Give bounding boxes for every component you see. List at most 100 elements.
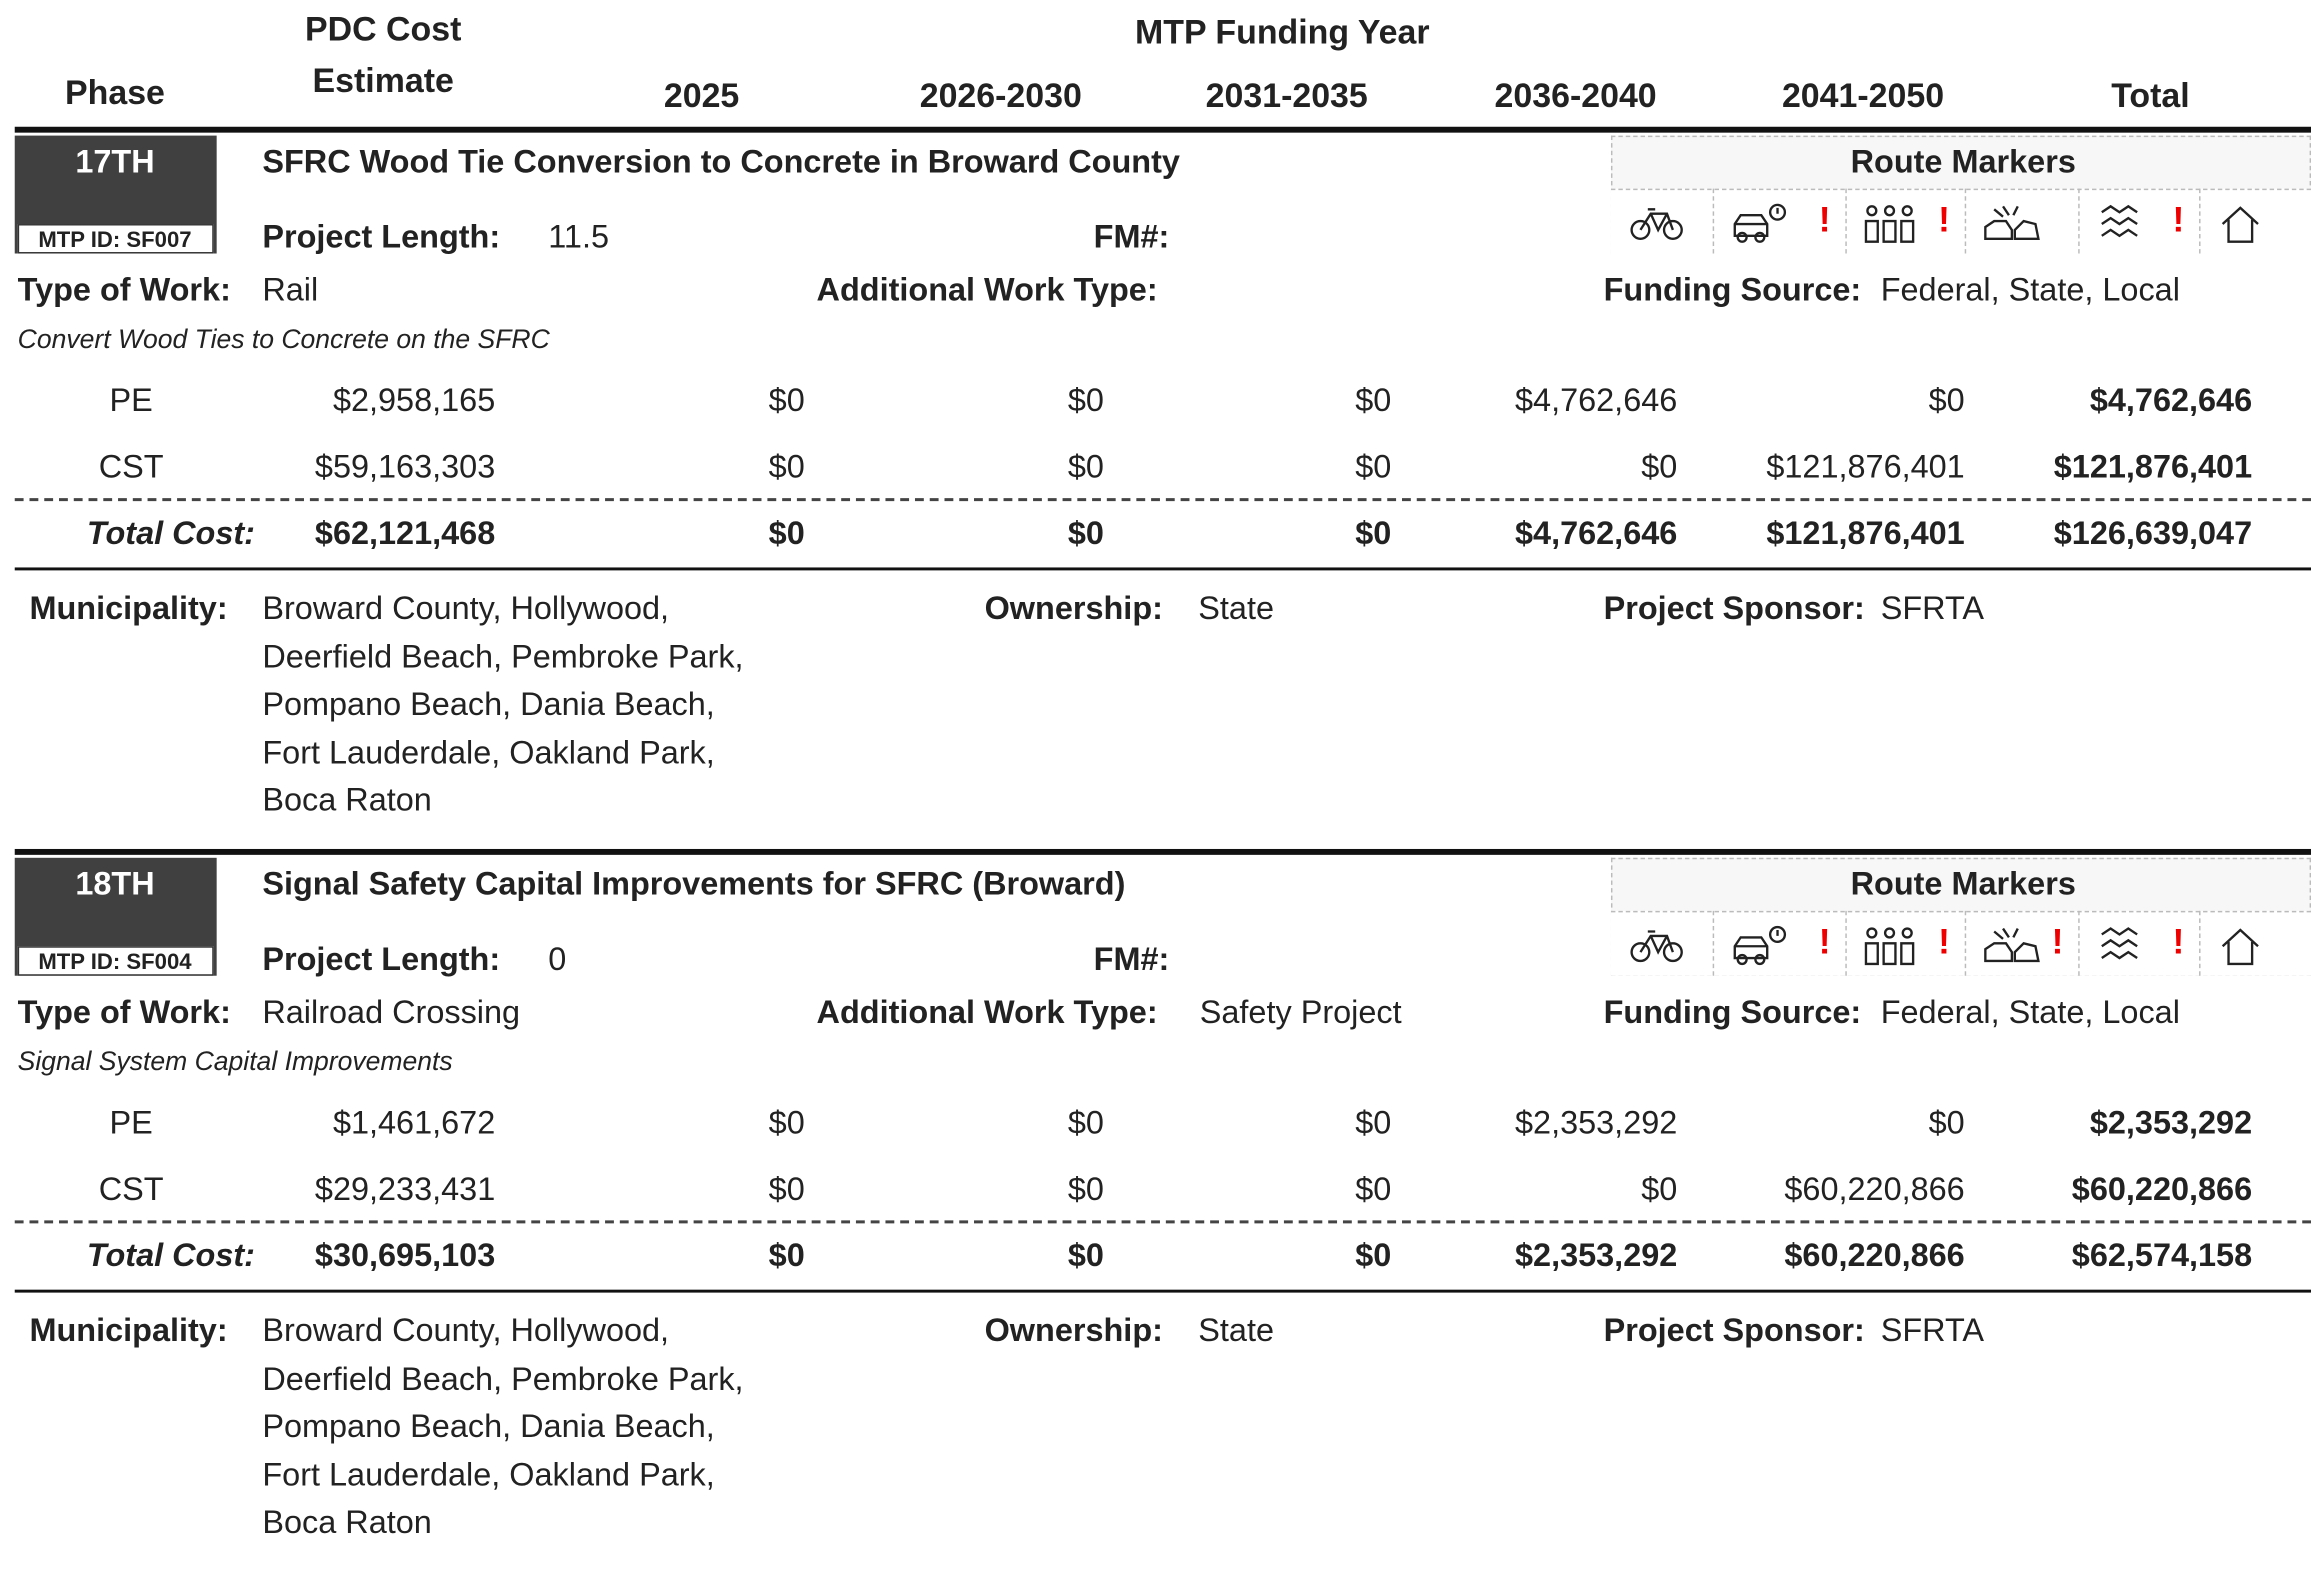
municipality: Boca Raton	[262, 1503, 432, 1541]
amount: $0	[768, 1103, 805, 1141]
project-title: SFRC Wood Tie Conversion to Concrete in …	[262, 142, 1180, 180]
route-marker-icon	[2221, 206, 2259, 243]
route-marker-alert: !	[1938, 922, 1950, 963]
route-markers-cells	[1610, 188, 2311, 254]
marker-divider	[1845, 910, 1847, 976]
marker-divider	[2078, 188, 2080, 254]
project-length-label: Project Length:	[262, 218, 501, 255]
route-marker-alert: !	[1818, 200, 1831, 241]
amount: $121,876,401	[1766, 448, 1965, 485]
total-amount: $121,876,401	[1766, 514, 1965, 552]
municipality: Deerfield Beach, Pembroke Park,	[262, 637, 744, 675]
sponsor: SFRTA	[1880, 589, 1985, 627]
marker-divider	[1964, 188, 1967, 254]
project-length: 11.5	[548, 218, 609, 255]
total-amount: $62,121,468	[314, 514, 496, 552]
amount: $2,353,292	[2089, 1103, 2253, 1141]
municipality-label: Municipality:	[29, 1311, 228, 1349]
total-rule	[14, 1289, 2311, 1293]
route-marker-icon	[2101, 204, 2138, 238]
route-marker-icon	[1733, 925, 1787, 966]
header-year: 2036-2040	[1494, 75, 1657, 115]
funding-source: Federal, State, Local	[1880, 271, 2180, 309]
route-marker-icon	[1864, 205, 1915, 243]
marker-divider	[1712, 188, 1715, 254]
municipality-label: Municipality:	[29, 589, 228, 627]
project-title: Signal Safety Capital Improvements for S…	[262, 865, 1126, 903]
total-amount: $60,220,866	[1784, 1236, 1965, 1274]
amount: $0	[768, 381, 805, 419]
municipality: Pompano Beach, Dania Beach,	[262, 1407, 715, 1445]
ownership: State	[1198, 1311, 1275, 1349]
funding-source: Federal, State, Local	[1880, 993, 2180, 1031]
header-rule	[14, 126, 2311, 133]
amount: $2,958,165	[332, 381, 496, 419]
ownership-label: Ownership:	[984, 589, 1163, 627]
total-cost-label: Total Cost:	[86, 514, 255, 552]
amount: $121,876,401	[2053, 448, 2253, 485]
municipality: Broward County, Hollywood,	[262, 589, 670, 627]
total-amount: $0	[1355, 514, 1392, 552]
funding-label: Funding Source:	[1603, 271, 1862, 309]
municipality: Fort Lauderdale, Oakland Park,	[262, 733, 715, 771]
marker-divider	[1845, 188, 1847, 254]
marker-divider	[2078, 910, 2080, 976]
sponsor: SFRTA	[1880, 1311, 1985, 1349]
route-markers-title: Route Markers	[1850, 142, 2076, 180]
amount: $0	[768, 448, 805, 485]
route-marker-alert: !	[2051, 922, 2064, 963]
route-marker-icon	[2101, 927, 2138, 960]
total-amount: $2,353,292	[1515, 1236, 1678, 1274]
amount: $0	[1067, 1103, 1104, 1141]
route-marker-alert: !	[1938, 200, 1950, 241]
header-year: 2025	[663, 75, 740, 115]
total-amount: $126,639,047	[2053, 514, 2253, 552]
phase: PE	[109, 1103, 153, 1141]
additional-label: Additional Work Type:	[816, 993, 1158, 1031]
amount: $0	[1067, 448, 1104, 485]
amount: $4,762,646	[1515, 381, 1678, 419]
amount: $0	[1355, 381, 1392, 419]
amount: $4,762,646	[2089, 381, 2253, 419]
description: Signal System Capital Improvements	[17, 1046, 453, 1076]
route-markers-title: Route Markers	[1850, 865, 2076, 903]
amount: $0	[1067, 1170, 1104, 1208]
amount: $1,461,672	[332, 1103, 496, 1141]
project-length-label: Project Length:	[262, 940, 501, 978]
mtp-id-box	[17, 946, 214, 976]
amount: $59,163,303	[314, 448, 496, 485]
municipality: Boca Raton	[262, 781, 432, 819]
amount: $0	[1641, 1170, 1678, 1208]
route-marker-icon	[2221, 928, 2259, 966]
fm-label: FM#:	[1093, 218, 1170, 255]
route-markers-cells	[1610, 910, 2311, 976]
ownership: State	[1198, 589, 1275, 627]
route-marker-icon	[1630, 208, 1683, 240]
total-rule	[14, 567, 2311, 571]
route-marker-alert: !	[1818, 922, 1831, 963]
total-amount: $0	[768, 514, 805, 552]
header-year: 2041-2050	[1781, 75, 1945, 115]
marker-divider	[1964, 910, 1967, 976]
municipality: Fort Lauderdale, Oakland Park,	[262, 1455, 715, 1493]
ownership-label: Ownership:	[984, 1311, 1163, 1349]
header-mtp: MTP Funding Year	[1135, 12, 1430, 51]
municipality: Pompano Beach, Dania Beach,	[262, 685, 715, 723]
block-rule	[14, 848, 2311, 855]
header-pdc: Estimate	[312, 61, 454, 100]
sponsor-label: Project Sponsor:	[1603, 589, 1865, 627]
route-marker-icon	[1864, 927, 1915, 966]
phase: PE	[109, 381, 153, 419]
municipality: Broward County, Hollywood,	[262, 1311, 670, 1349]
amount: $0	[768, 1170, 805, 1208]
total-amount: $4,762,646	[1515, 514, 1678, 552]
project-length: 0	[548, 940, 567, 978]
description: Convert Wood Ties to Concrete on the SFR…	[17, 324, 550, 354]
total-amount: $0	[1067, 514, 1104, 552]
marker-divider	[2199, 910, 2201, 976]
dashed-rule	[14, 498, 2311, 502]
header-phase: Phase	[65, 72, 165, 112]
total-amount: $0	[1067, 1236, 1104, 1274]
type-of-work: Rail	[262, 271, 319, 309]
